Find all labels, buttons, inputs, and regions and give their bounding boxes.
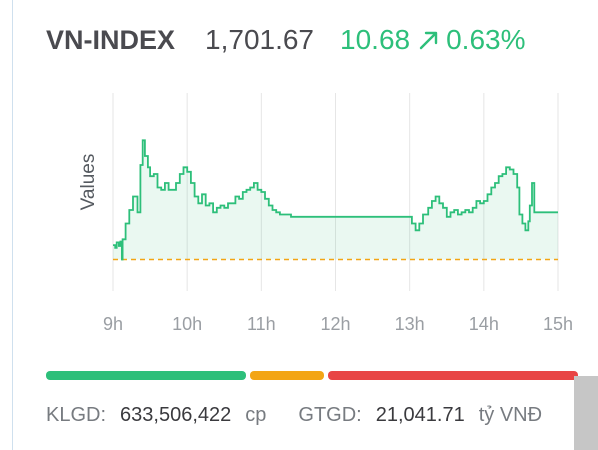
x-tick-label: 9h	[103, 314, 123, 334]
x-tick-label: 14h	[469, 314, 499, 334]
index-header: VN-INDEX 1,701.67 10.68 0.63%	[46, 18, 526, 62]
x-tick-label: 13h	[395, 314, 425, 334]
index-change-percent: 0.63%	[446, 24, 526, 55]
volume-value: 633,506,422	[120, 403, 232, 426]
index-name[interactable]: VN-INDEX	[46, 24, 176, 55]
advancing-segment	[46, 371, 246, 380]
index-value: 1,701.67	[205, 24, 315, 55]
price-line	[113, 139, 558, 261]
declining-segment	[327, 371, 578, 380]
unchanged-segment	[249, 371, 324, 380]
intraday-chart[interactable]: 9h 10h 11h 12h 13h 14h 15h Values	[0, 80, 598, 340]
arrow-up-right-icon	[418, 29, 440, 51]
x-tick-label: 10h	[172, 314, 202, 334]
panel-divider	[12, 0, 13, 450]
advance-decline-bar	[46, 371, 578, 380]
trade-value-label: GTGD:	[298, 403, 362, 426]
x-tick-label: 11h	[247, 314, 276, 334]
x-tick-label: 15h	[543, 314, 573, 334]
trade-value: 21,041.71	[375, 403, 465, 426]
volume-label: KLGD:	[46, 403, 107, 426]
index-change: 10.68	[340, 24, 411, 55]
volume-unit: cp	[245, 403, 267, 426]
price-area	[113, 140, 558, 260]
trading-stats: KLGD: 633,506,422 cp GTGD: 21,041.71 tỷ …	[46, 400, 542, 430]
x-tick-label: 12h	[320, 314, 350, 334]
scrollbar-thumb[interactable]	[574, 376, 598, 450]
trade-value-unit: tỷ VNĐ	[478, 403, 543, 426]
y-axis-label: Values	[78, 154, 99, 211]
